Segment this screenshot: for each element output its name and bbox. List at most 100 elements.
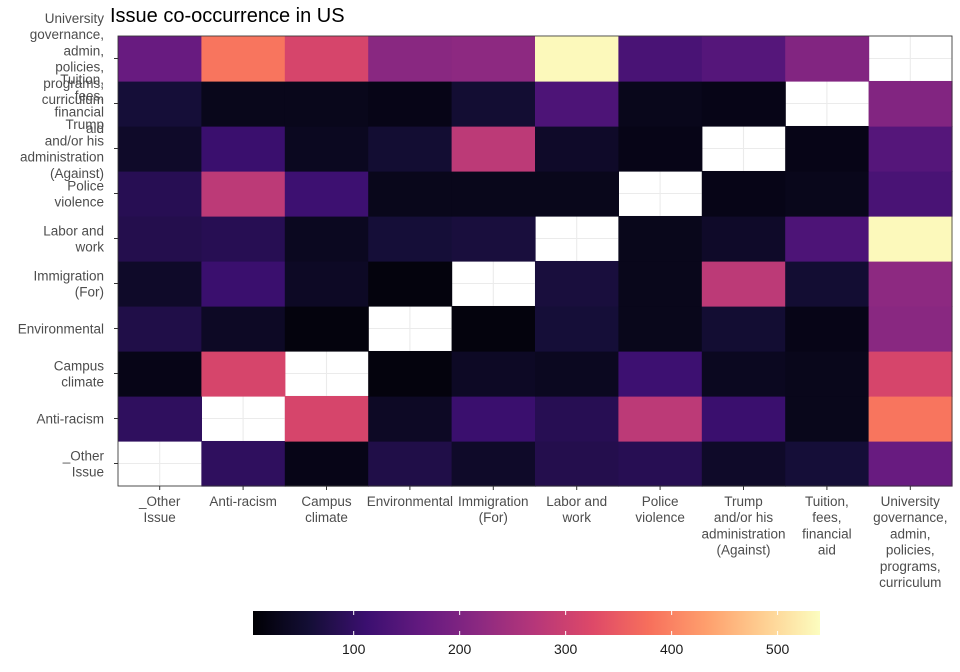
heatmap-cell [868,261,953,307]
heatmap-cell [618,126,703,172]
colorbar-legend: 100 200 300 400 500 [253,611,820,657]
heatmap-cell [368,351,453,397]
heatmap-cell [451,351,536,397]
heatmap-cell [451,396,536,442]
heatmap-cell [451,306,536,352]
heatmap-cell [284,171,369,217]
heatmap-cell [868,441,953,487]
heatmap-cell [785,171,870,217]
heatmap-cell [201,351,286,397]
x-tick-label: Environmental [367,494,453,509]
heatmap-cell [535,126,619,172]
colorbar-tick-label: 400 [660,641,684,657]
heatmap-cell [451,441,536,487]
heatmap-cell [368,171,453,217]
colorbar-tick-label: 500 [766,641,790,657]
y-axis-ticks: _Other Issue Anti-racism Campus climate Envir… [18,11,118,480]
heatmap-cell [618,396,703,442]
heatmap-cell [701,396,786,442]
heatmap-cell [118,171,202,217]
heatmap-cell [284,396,369,442]
y-tick-label: Trump and/or his administration (Against) [20,117,104,181]
heatmap-cell [785,351,870,397]
heatmap-cell [118,36,202,82]
x-tick-label: Campus climate [301,494,352,525]
heatmap-cell [535,441,619,487]
heatmap-cell [284,216,369,262]
heatmap-cell [868,351,953,397]
heatmap-cell [785,36,870,82]
heatmap-cell [535,351,619,397]
heatmap-cell [701,261,786,307]
y-tick-label: Tuition, fees, financial aid [54,72,104,136]
heatmap-cell [868,126,953,172]
heatmap-cells [118,36,953,487]
heatmap-cell [118,126,202,172]
heatmap-cell [868,216,953,262]
heatmap-cell [535,306,619,352]
x-tick-label: Police violence [635,494,685,525]
heatmap-cell [118,396,202,442]
colorbar-tick-label: 300 [554,641,578,657]
heatmap-cell [284,306,369,352]
x-tick-label: _Other Issue [138,494,181,525]
heatmap-cell [118,216,202,262]
heatmap-cell [618,81,703,127]
heatmap-cell [368,126,453,172]
x-tick-label: Anti-racism [209,494,277,509]
heatmap-cell [201,261,286,307]
heatmap-cell [284,261,369,307]
heatmap-cell [284,441,369,487]
heatmap-cell [785,441,870,487]
heatmap-cell [368,36,453,82]
heatmap-cell [368,81,453,127]
heatmap-cell [284,126,369,172]
x-tick-label: University governance, admin, policies, prog… [873,494,947,590]
heatmap-cell [535,81,619,127]
x-tick-label: Trump and/or his administration (Against) [701,494,785,558]
x-tick-label: Tuition, fees, financial aid [802,494,852,558]
heatmap-cell [868,171,953,217]
heatmap-cell [284,81,369,127]
heatmap-cell [368,216,453,262]
x-tick-label: Labor and work [546,494,607,525]
heatmap-cell [451,81,536,127]
y-tick-label: Labor and work [43,223,104,254]
heatmap-cell [451,36,536,82]
heatmap-cell [868,396,953,442]
heatmap-cell [785,216,870,262]
chart-title: Issue co-occurrence in US [110,5,345,27]
y-tick-label: Immigration (For) [33,268,104,299]
heatmap-cell [201,171,286,217]
heatmap-cell [535,171,619,217]
heatmap-cell [451,171,536,217]
heatmap-cell [118,81,202,127]
heatmap-cell [618,351,703,397]
heatmap-cell [701,306,786,352]
heatmap-cell [618,216,703,262]
x-axis-ticks: _Other Issue Anti-racism Campus climate Envir… [138,486,947,590]
heatmap-cell [201,306,286,352]
heatmap-cell [368,396,453,442]
heatmap-cell [118,306,202,352]
colorbar-tick-label: 200 [448,641,472,657]
heatmap-cell [201,441,286,487]
heatmap-cell [618,441,703,487]
heatmap-cell [618,261,703,307]
heatmap-cell [284,36,369,82]
heatmap-cell [118,351,202,397]
heatmap-cell [701,36,786,82]
heatmap-cell [701,351,786,397]
colorbar-tick-label: 100 [342,641,366,657]
heatmap-cell [701,171,786,217]
y-tick-label: University governance, admin, policies, prog… [30,11,105,107]
heatmap-cell [785,396,870,442]
heatmap-cell [785,261,870,307]
y-tick-label: Campus climate [54,358,105,389]
heatmap-cell [618,36,703,82]
heatmap-cell [701,81,786,127]
y-tick-label: Environmental [18,322,104,337]
heatmap-cell [368,441,453,487]
heatmap-cell [701,441,786,487]
heatmap-cell [451,126,536,172]
